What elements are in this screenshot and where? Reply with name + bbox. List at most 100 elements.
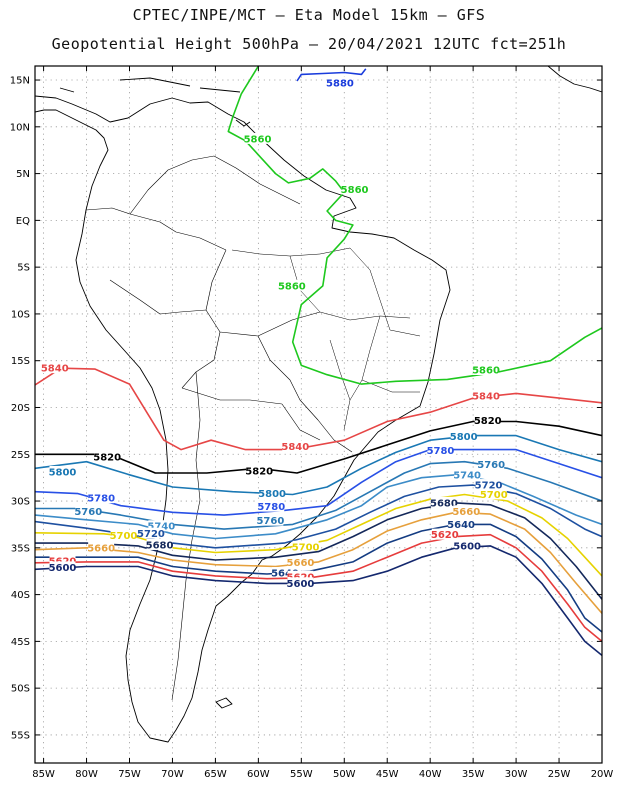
contour-label-bg [94,451,121,463]
lat-tick-label: 40S [11,590,30,601]
contour-5800 [35,434,602,496]
contour-label-5800: 5800 [49,467,77,478]
contour-label-bg [474,414,501,426]
contour-label-bg [246,465,273,477]
contour-label-bg [148,520,175,532]
lon-tick-label: 55W [290,769,313,780]
contour-label-bg [49,561,76,573]
contour-label-5600: 5600 [453,541,481,552]
contour-label-bg [431,528,458,540]
contour-label-5860: 5860 [472,365,500,376]
contour-label-bg [110,529,137,541]
geopotential-contours: 5880 5860 5860 5860 5860 5840 5840 5840 5820 5820… [35,66,602,657]
lon-tick-label: 70W [161,769,184,780]
contour-label-5800: 5800 [258,489,286,500]
contour-label-5700: 5700 [110,531,138,542]
contour-label-bg [448,518,475,530]
contour-5620 [35,533,602,643]
contour-label-5680: 5680 [146,540,174,551]
contour-label-5660: 5660 [287,558,315,569]
contour-label-bg [341,183,368,195]
contour-label-bg [326,76,353,88]
contour-label-5720: 5720 [475,481,503,492]
contour-5840 [35,367,602,451]
longitude-axis: 85W 80W 75W 70W 65W 60W 55W 50W 45W 40W 35W 30W 25W 2… [32,66,613,780]
caribbean-islands [59,77,251,127]
contour-label-5660: 5660 [87,543,115,554]
lon-tick-label: 25W [548,769,571,780]
contour-label-bg [480,488,507,500]
contour-5600 [35,545,602,657]
lon-tick-label: 60W [247,769,270,780]
chart-title-line-1: CPTEC/INPE/MCT – Eta Model 15km – GFS [132,6,486,24]
contour-label-bg [257,514,284,526]
contour-label-bg [287,577,314,589]
contour-label-5780: 5780 [87,494,115,505]
contour-label-5760: 5760 [256,516,284,527]
africa-bulge [547,66,602,93]
lat-tick-label: 35S [11,543,30,554]
contour-label-bg [427,444,454,456]
lat-tick-label: 30S [11,497,30,508]
contour-label-bg [287,556,314,568]
brazil-state-borders [231,247,421,431]
contour-label-5820: 5820 [93,453,121,464]
contour-label-5800: 5800 [450,432,478,443]
contour-label-bg [75,505,102,517]
contour-label-bg [454,539,481,551]
falkland-islands [215,697,233,709]
lat-tick-label: 5S [17,263,30,274]
contour-label-bg [473,363,500,375]
contour-label-5660: 5660 [452,507,480,518]
contour-label-5740: 5740 [453,470,481,481]
lat-tick-label: 15S [11,356,30,367]
contour-label-bg [478,458,505,470]
contour-label-bg [473,390,500,402]
contour-label-bg [282,440,309,452]
contour-label-bg [88,541,115,553]
contour-5660 [35,511,602,614]
contour-label-5860: 5860 [341,185,369,196]
contour-label-bg [244,132,271,144]
contour-5680 [35,502,602,600]
contour-label-5840: 5840 [41,364,69,375]
plot-frame [34,65,603,764]
contour-label-5680: 5680 [430,498,458,509]
lat-tick-label: 25S [11,450,30,461]
contour-label-5860: 5860 [244,134,272,145]
lon-tick-label: 30W [505,769,528,780]
contour-label-5820: 5820 [474,416,502,427]
lat-tick-label: 55S [11,730,30,741]
lat-tick-label: 10S [11,309,30,320]
lat-tick-label: EQ [16,216,30,227]
lon-tick-label: 80W [75,769,98,780]
lon-tick-label: 45W [376,769,399,780]
contour-label-bg [278,279,305,291]
contour-label-bg [430,496,457,508]
contour-label-5760: 5760 [74,507,102,518]
contour-label-5640: 5640 [447,520,475,531]
contour-label-5600: 5600 [49,563,77,574]
contour-label-bg [49,554,76,566]
contour-label-5840: 5840 [472,392,500,403]
contour-5820 [35,420,602,474]
contour-label-bg [453,505,480,517]
contour-5640 [35,523,602,633]
contour-label-bg [41,362,68,374]
contour-label-bg [146,538,173,550]
contour-5880 [296,68,367,82]
contour-label-bg [258,500,285,512]
contour-label-bg [271,567,298,579]
lon-tick-label: 65W [204,769,227,780]
lon-tick-label: 85W [32,769,55,780]
contour-label-5740: 5740 [147,522,175,533]
contour-label-bg [49,465,76,477]
contour-5860 [227,66,602,385]
contour-label-bg [454,468,481,480]
coastline-south-america [35,66,602,743]
lat-tick-label: 20S [11,403,30,414]
contour-label-5860: 5860 [278,281,306,292]
contour-5780 [35,448,602,516]
contour-label-5840: 5840 [281,442,309,453]
